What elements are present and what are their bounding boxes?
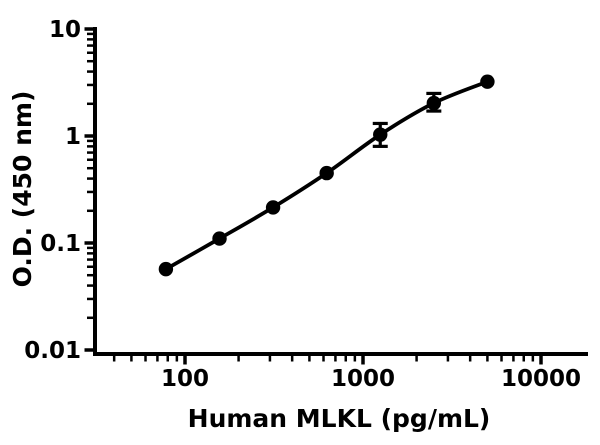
y-axis-tick-label: 1 — [65, 124, 81, 150]
y-axis-title: O.D. (450 nm) — [8, 90, 37, 288]
data-point-marker — [319, 165, 334, 181]
x-axis-tick-label: 10000 — [501, 366, 581, 392]
x-axis-title: Human MLKL (pg/mL) — [187, 404, 491, 433]
x-axis-tick-label: 100 — [161, 366, 209, 392]
data-point-marker — [158, 261, 174, 277]
data-point-marker — [373, 127, 388, 142]
data-point-marker — [212, 231, 227, 246]
y-axis-tick-label: 0.01 — [24, 338, 81, 364]
y-axis-tick-label: 10 — [49, 17, 81, 43]
x-axis-tick-label: 1000 — [331, 366, 395, 392]
data-point-marker — [426, 95, 442, 111]
data-point-marker — [265, 200, 281, 215]
y-axis-tick-label: 0.1 — [40, 231, 81, 257]
data-point-marker — [480, 74, 495, 89]
